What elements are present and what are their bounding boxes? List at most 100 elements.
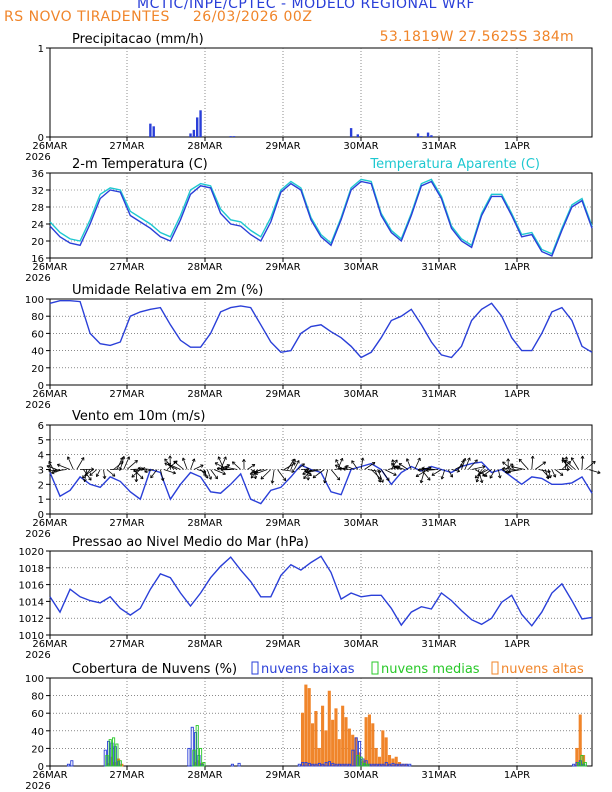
wind-vector (502, 468, 516, 470)
cloud-bar-0 (404, 763, 408, 767)
cloud-bar-0 (391, 762, 395, 767)
cloud-bar-2 (347, 728, 351, 767)
cloud-bar-0 (408, 763, 412, 767)
wind-vector-head (181, 457, 184, 461)
wind-vector-head (162, 477, 165, 481)
cloud-bar-0 (354, 737, 358, 767)
x-tick-label-wind: 27MAR (109, 518, 144, 529)
plot-frame-cloud (49, 677, 593, 767)
wind-vector-head (304, 470, 308, 473)
wind-vector-head (96, 474, 100, 477)
x-tick-label-pres: 1APR (504, 639, 530, 650)
cloud-bar-2 (371, 723, 375, 767)
cloud-bar-2 (311, 723, 315, 767)
wind-vector (585, 461, 596, 470)
cloud-bar-0 (334, 763, 338, 767)
y-tick-label-wind: 5 (38, 436, 44, 447)
wind-vector-head (126, 456, 130, 459)
wind-vector-head (173, 470, 176, 474)
cloud-bar-2 (331, 719, 335, 767)
wind-vector-head (544, 461, 546, 465)
wind-vector (588, 469, 601, 474)
wind-vector-head (567, 460, 571, 463)
wind-vector-head (251, 476, 255, 479)
cloud-bar-0 (190, 726, 194, 767)
cloud-bar-2 (314, 710, 318, 767)
x-tick-label-pres: 27MAR (109, 639, 144, 650)
wind-vector (119, 456, 125, 470)
cloud-bar-0 (381, 763, 385, 767)
wind-vector-head (351, 460, 355, 463)
wind-vector-head (168, 455, 171, 459)
precip-bar (196, 117, 199, 137)
cloud-bar-0 (297, 763, 301, 767)
cloud-bar-0 (368, 763, 372, 767)
wind-vector-head (202, 474, 207, 477)
precip-bar (420, 136, 423, 137)
wind-vector-head (338, 467, 342, 470)
wind-vector (193, 464, 204, 470)
wind-vector (581, 455, 584, 470)
cloud-bar-0 (582, 763, 586, 767)
cloud-legend-label: nuvens baixas (261, 662, 355, 677)
wind-vector-head (88, 478, 92, 481)
x-tick-label-temp: 1APR (504, 262, 530, 273)
cloud-bar-2 (334, 708, 338, 767)
wind-vector-head (428, 466, 432, 468)
wind-vector (345, 465, 355, 470)
wind-vector-head (242, 459, 245, 463)
wind-vector (518, 458, 529, 470)
wind-vector (508, 469, 522, 473)
wind-vector (406, 458, 412, 470)
wind-vector-head (182, 457, 186, 461)
x-year-label-temp: 2026 (25, 273, 50, 284)
location-name: RS NOVO TIRADENTES (4, 9, 170, 25)
x-tick-label-cloud: 28MAR (187, 770, 222, 781)
x-tick-label-pres: 28MAR (187, 639, 222, 650)
wind-vector-head (271, 480, 275, 484)
y-tick-label-cloud: 60 (31, 709, 44, 720)
wind-vector-head (144, 471, 148, 474)
wind-vector-head (394, 472, 397, 476)
wind-vector (142, 468, 151, 470)
cloud-bar-1 (366, 763, 370, 767)
x-year-label-rh: 2026 (25, 400, 50, 411)
y-tick-label-temp: 20 (31, 237, 44, 248)
wind-vector-head (507, 458, 511, 462)
wind-vector-head (406, 458, 410, 461)
x-year-label-precip: 2026 (25, 152, 50, 163)
plot-frame-pres (49, 550, 593, 636)
cloud-bar-0 (113, 746, 117, 767)
x-tick-label-pres: 30MAR (343, 639, 378, 650)
wind-vector-head (291, 458, 295, 461)
wind-vector-head (545, 476, 549, 480)
wind-vector-head (419, 479, 422, 484)
wind-vector-head (380, 480, 384, 483)
wind-vector-head (564, 459, 568, 462)
wind-vector-head (164, 458, 168, 461)
wind-vector (351, 460, 359, 470)
wind-vector-head (137, 467, 141, 471)
wind-vector-head (89, 472, 92, 476)
wind-vector (57, 464, 71, 470)
wind-vector-head (394, 459, 398, 462)
wind-vector (46, 465, 57, 470)
plot-frame-precip (49, 47, 593, 138)
precip-bar (152, 126, 155, 137)
cloud-bar-2 (300, 712, 305, 767)
wind-vector-head (104, 475, 107, 479)
y-tick-label-pres: 1012 (19, 614, 44, 625)
wind-vector (67, 456, 74, 470)
x-tick-label-cloud: 1APR (504, 770, 530, 781)
wind-vector-head (82, 476, 86, 479)
wind-vector-head (345, 465, 348, 469)
temp-legend-apparent: Temperatura Aparente (C) (369, 157, 540, 172)
wind-vector (390, 459, 398, 470)
wind-vector (203, 469, 208, 479)
plot-frame-rh (49, 298, 593, 386)
wind-vector-head (142, 468, 145, 471)
x-tick-label-wind: 30MAR (343, 518, 378, 529)
cloud-bar-0 (194, 732, 198, 767)
wind-vector-head (506, 458, 509, 462)
wind-vector (395, 466, 405, 470)
